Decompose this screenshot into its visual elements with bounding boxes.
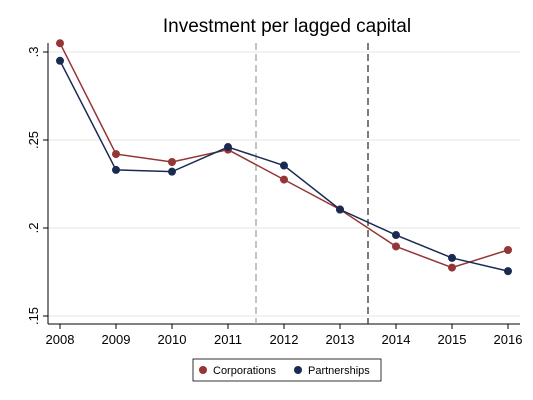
- chart-title: Investment per lagged capital: [163, 16, 411, 37]
- data-point-partnerships: [504, 267, 512, 276]
- x-tick-label: 2011: [214, 332, 242, 347]
- legend-box: [192, 358, 382, 382]
- data-point-partnerships: [280, 161, 288, 170]
- data-point-partnerships: [336, 205, 344, 214]
- x-tick-label: 2008: [46, 332, 75, 347]
- data-point-corporations: [392, 242, 400, 251]
- y-tick-label: .15: [26, 307, 41, 325]
- x-tick-label: 2015: [438, 332, 467, 347]
- data-point-partnerships: [168, 167, 176, 176]
- data-point-corporations: [448, 263, 456, 272]
- y-tick-label: .2: [26, 223, 41, 234]
- legend-marker-partnerships: [294, 366, 302, 374]
- legend: Corporations Partnerships: [192, 358, 382, 382]
- data-point-partnerships: [392, 231, 400, 240]
- data-point-corporations: [168, 158, 176, 166]
- x-tick-label: 2016: [494, 332, 523, 347]
- data-point-partnerships: [112, 165, 120, 174]
- data-point-corporations: [112, 150, 120, 159]
- y-tick-label: .25: [26, 131, 41, 149]
- legend-marker-corporations: [199, 366, 207, 374]
- data-point-partnerships: [56, 56, 64, 65]
- legend-label-partnerships: Partnerships: [308, 365, 370, 377]
- x-tick-label: 2014: [382, 332, 411, 347]
- legend-label-corporations: Corporations: [213, 365, 276, 377]
- plot-area: .15 .2 .25 .3 2008 2009 2010 2011 2012 2013 2014 20…: [26, 39, 522, 347]
- data-point-corporations: [56, 39, 64, 48]
- x-tick-label: 2010: [158, 332, 187, 347]
- data-point-partnerships: [448, 253, 456, 262]
- y-tick-label: .3: [26, 47, 41, 58]
- x-tick-label: 2012: [270, 332, 299, 347]
- x-tick-label: 2013: [326, 332, 355, 347]
- data-point-partnerships: [224, 143, 232, 152]
- x-tick-label: 2009: [102, 332, 131, 347]
- data-point-corporations: [280, 175, 288, 184]
- data-point-corporations: [504, 246, 512, 254]
